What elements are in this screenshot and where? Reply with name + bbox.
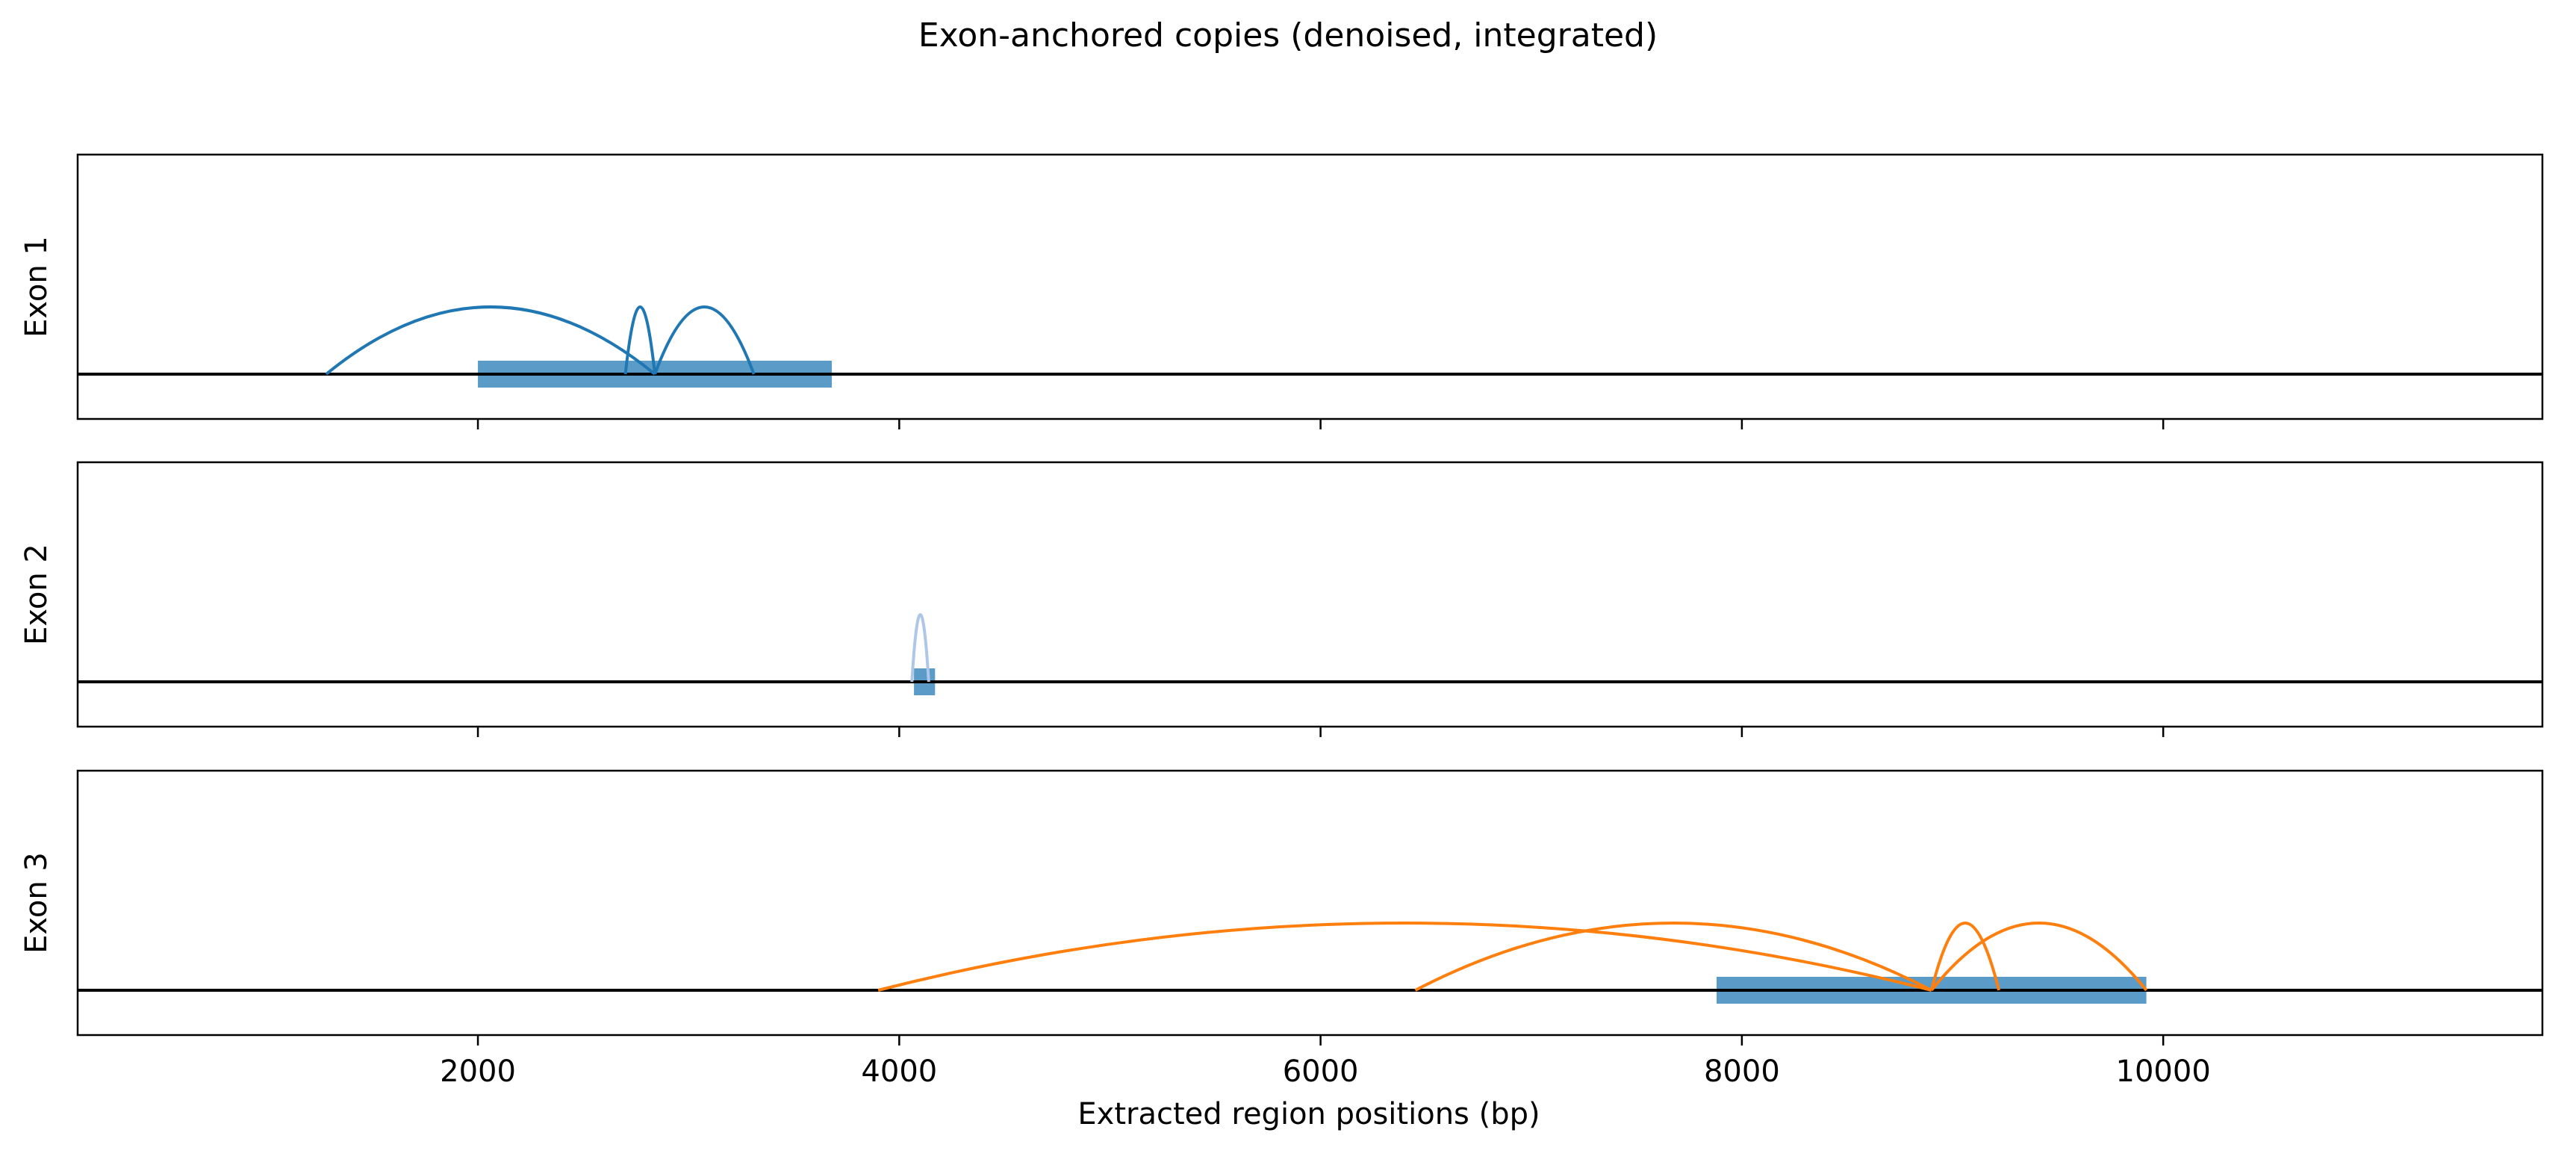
arc — [623, 305, 657, 375]
x-tick-label: 4000 — [861, 1054, 937, 1089]
arc — [1929, 922, 2001, 991]
arc — [1414, 922, 1932, 992]
axes-frame — [76, 769, 2544, 1037]
x-tick-label: 10000 — [2116, 1054, 2211, 1089]
arc — [325, 305, 656, 376]
chart-title: Exon-anchored copies (denoised, integrat… — [918, 16, 1658, 55]
x-axis-label: Extracted region positions (bp) — [1077, 1097, 1540, 1131]
arc — [1930, 922, 2148, 992]
panel-exon-2: Exon 2 — [19, 461, 2544, 737]
panel-exon-3: Exon 3 2000 4000 6000 8000 10000 — [19, 769, 2544, 1089]
arc — [910, 613, 930, 683]
y-axis-label: Exon 2 — [19, 544, 54, 645]
x-tick-label: 6000 — [1283, 1054, 1359, 1089]
panels: Exon 1 Exon 2 Exon 3 2000 4000 6000 8000 10000 — [19, 153, 2544, 1089]
panel-exon-1: Exon 1 — [19, 153, 2544, 429]
arc — [877, 922, 1932, 992]
x-tick-label: 8000 — [1704, 1054, 1780, 1089]
axes-frame — [76, 153, 2544, 420]
y-axis-label: Exon 1 — [19, 236, 54, 338]
x-tick-label: 2000 — [440, 1054, 516, 1089]
y-axis-label: Exon 3 — [19, 852, 54, 954]
axes-frame — [76, 461, 2544, 728]
arc — [653, 305, 756, 375]
